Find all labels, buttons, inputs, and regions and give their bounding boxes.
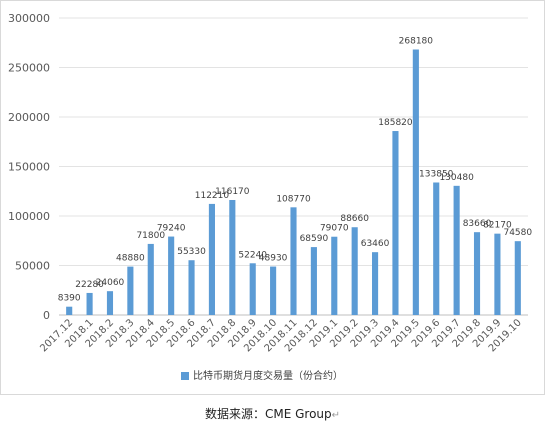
bar	[351, 227, 358, 315]
bar	[168, 236, 175, 315]
data-label: 79070	[320, 224, 349, 234]
chart-frame: 8390 22280 24060 48880 71800 79240 55330 112210…	[0, 0, 545, 395]
data-label: 133850	[419, 169, 454, 179]
bar	[106, 291, 114, 315]
data-label: 68590	[300, 234, 329, 244]
bar	[249, 263, 256, 315]
data-label: 185820	[378, 118, 413, 128]
data-label: 71800	[136, 231, 165, 241]
data-label: 24060	[96, 278, 125, 288]
data-label: 268180	[399, 37, 434, 47]
data-label: 130480	[439, 173, 474, 183]
bar	[310, 247, 317, 315]
bar	[433, 182, 440, 315]
data-label: 108770	[276, 194, 311, 204]
bar	[392, 131, 399, 315]
bar	[290, 207, 297, 315]
y-axis-ticks: 0 50000 100000 150000 200000 250000 300000	[8, 12, 50, 322]
data-label: 48880	[116, 254, 145, 264]
bar	[147, 243, 154, 315]
data-label: 8390	[58, 294, 81, 304]
y-tick-label: 250000	[8, 62, 50, 75]
bars	[66, 49, 521, 315]
bar	[514, 241, 521, 315]
y-tick-label: 50000	[15, 260, 50, 273]
data-label: 83660	[463, 219, 492, 229]
y-tick-label: 200000	[8, 111, 50, 124]
bar	[208, 203, 215, 315]
y-tick-label: 300000	[8, 12, 50, 25]
legend-swatch	[181, 372, 189, 380]
bar	[331, 236, 338, 315]
data-label: 48930	[259, 254, 288, 264]
y-tick-label: 0	[43, 309, 50, 322]
data-label: 63460	[361, 239, 390, 249]
bar	[127, 266, 134, 315]
data-label: 79240	[157, 224, 186, 234]
data-label: 74580	[503, 228, 532, 238]
source-text: 数据来源：CME Group	[204, 407, 332, 421]
bar	[453, 185, 460, 315]
legend-label: 比特币期货月度交易量（份合约）	[193, 369, 343, 382]
bar	[86, 292, 93, 315]
bar	[372, 252, 379, 315]
return-mark-icon: ↵	[331, 410, 341, 421]
data-label: 55330	[177, 247, 206, 257]
data-label: 52240	[238, 250, 267, 260]
data-label: 22280	[75, 280, 104, 290]
bar	[494, 233, 501, 315]
bar	[229, 199, 236, 315]
bar	[473, 232, 481, 315]
bar	[270, 266, 277, 315]
bar	[66, 306, 73, 315]
y-tick-label: 100000	[8, 210, 50, 223]
y-tick-label: 150000	[8, 161, 50, 174]
source-caption: 数据来源：CME Group↵	[0, 405, 545, 422]
bar	[188, 260, 195, 315]
data-label: 116170	[215, 187, 250, 197]
data-label: 88660	[340, 214, 369, 224]
bar	[412, 49, 419, 315]
x-axis-ticks: 2017.122018.12018.22018.32018.42018.5201…	[38, 317, 524, 354]
legend: 比特币期货月度交易量（份合约）	[181, 369, 343, 382]
data-label: 82170	[483, 221, 512, 231]
data-label: 112210	[195, 191, 230, 201]
